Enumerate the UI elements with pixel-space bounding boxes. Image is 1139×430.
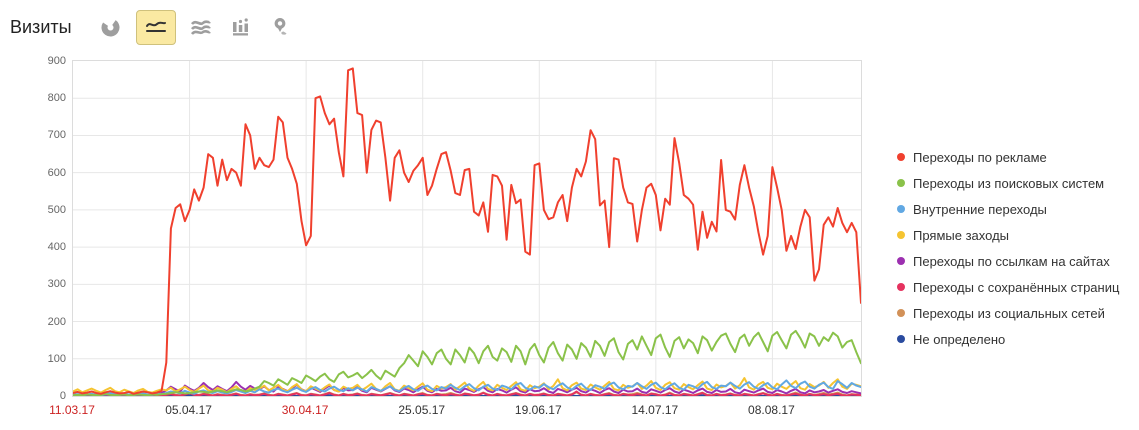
x-axis-label: 05.04.17 bbox=[165, 403, 212, 417]
y-axis-label: 600 bbox=[47, 166, 66, 179]
chart-type-stacked-area-button[interactable] bbox=[186, 12, 216, 42]
y-axis-label: 300 bbox=[47, 278, 66, 291]
legend-label: Не определено bbox=[913, 331, 1006, 347]
x-axis-label: 08.08.17 bbox=[748, 403, 795, 417]
legend-item[interactable]: Не определено bbox=[897, 331, 1119, 347]
series-line bbox=[73, 394, 861, 396]
plot-area bbox=[72, 60, 862, 397]
x-axis-label: 30.04.17 bbox=[281, 403, 329, 417]
y-axis-label: 900 bbox=[47, 55, 66, 67]
line-chart-icon bbox=[144, 18, 168, 36]
legend-label: Переходы из социальных сетей bbox=[913, 305, 1105, 321]
legend-label: Внутренние переходы bbox=[913, 201, 1047, 217]
legend-dot-icon bbox=[897, 335, 905, 343]
legend-label: Переходы из поисковых систем bbox=[913, 175, 1105, 191]
legend-item[interactable]: Переходы по ссылкам на сайтах bbox=[897, 253, 1119, 269]
y-axis-label: 500 bbox=[47, 203, 66, 216]
chart-legend: Переходы по рекламе Переходы из поисковых… bbox=[897, 149, 1119, 357]
y-axis-label: 800 bbox=[47, 92, 66, 105]
y-axis-label: 700 bbox=[47, 129, 66, 142]
legend-dot-icon bbox=[897, 283, 905, 291]
legend-dot-icon bbox=[897, 231, 905, 239]
map-pin-icon bbox=[271, 17, 291, 37]
y-axis: 0 100 200 300 400 500 600 700 800 900 bbox=[0, 55, 66, 402]
legend-label: Прямые заходы bbox=[913, 227, 1010, 243]
legend-item[interactable]: Переходы с сохранённых страниц bbox=[897, 279, 1119, 295]
legend-dot-icon bbox=[897, 153, 905, 161]
legend-dot-icon bbox=[897, 205, 905, 213]
legend-label: Переходы по рекламе bbox=[913, 149, 1047, 165]
legend-dot-icon bbox=[897, 309, 905, 317]
series-line bbox=[73, 329, 861, 396]
legend-item[interactable]: Переходы из социальных сетей bbox=[897, 305, 1119, 321]
series-line bbox=[73, 380, 861, 396]
legend-item[interactable]: Переходы из поисковых систем bbox=[897, 175, 1119, 191]
series-line bbox=[73, 379, 861, 396]
series-line bbox=[73, 390, 861, 396]
legend-dot-icon bbox=[897, 257, 905, 265]
y-axis-label: 100 bbox=[47, 352, 66, 365]
widget-title: Визиты bbox=[10, 16, 72, 37]
x-axis-label: 14.07.17 bbox=[631, 403, 679, 417]
x-axis-label: 19.06.17 bbox=[514, 403, 562, 417]
chart-type-map-button[interactable] bbox=[266, 12, 296, 42]
chart-type-line-button[interactable] bbox=[135, 9, 176, 45]
y-axis-label: 0 bbox=[59, 390, 66, 402]
stacked-area-icon bbox=[190, 18, 212, 36]
widget-header: Визиты bbox=[10, 8, 306, 46]
x-axis: 11.03.17 05.04.17 30.04.17 25.05.17 19.06.17… bbox=[49, 403, 862, 419]
y-axis-label: 400 bbox=[47, 241, 66, 254]
x-axis-label: 25.05.17 bbox=[398, 403, 446, 417]
visits-line-chart[interactable] bbox=[73, 61, 861, 396]
y-axis-label: 200 bbox=[47, 315, 66, 328]
legend-dot-icon bbox=[897, 179, 905, 187]
legend-label: Переходы с сохранённых страниц bbox=[913, 279, 1120, 295]
x-axis-label: 11.03.17 bbox=[49, 403, 95, 417]
legend-item[interactable]: Прямые заходы bbox=[897, 227, 1119, 243]
pie-chart-icon bbox=[101, 18, 120, 37]
legend-item[interactable]: Переходы по рекламе bbox=[897, 149, 1119, 165]
series-line bbox=[73, 67, 861, 395]
legend-label: Переходы по ссылкам на сайтах bbox=[913, 253, 1110, 269]
chart-type-columns-button[interactable] bbox=[226, 12, 256, 42]
chart-type-pie-button[interactable] bbox=[96, 12, 126, 42]
legend-item[interactable]: Внутренние переходы bbox=[897, 201, 1119, 217]
column-chart-icon bbox=[231, 18, 251, 36]
